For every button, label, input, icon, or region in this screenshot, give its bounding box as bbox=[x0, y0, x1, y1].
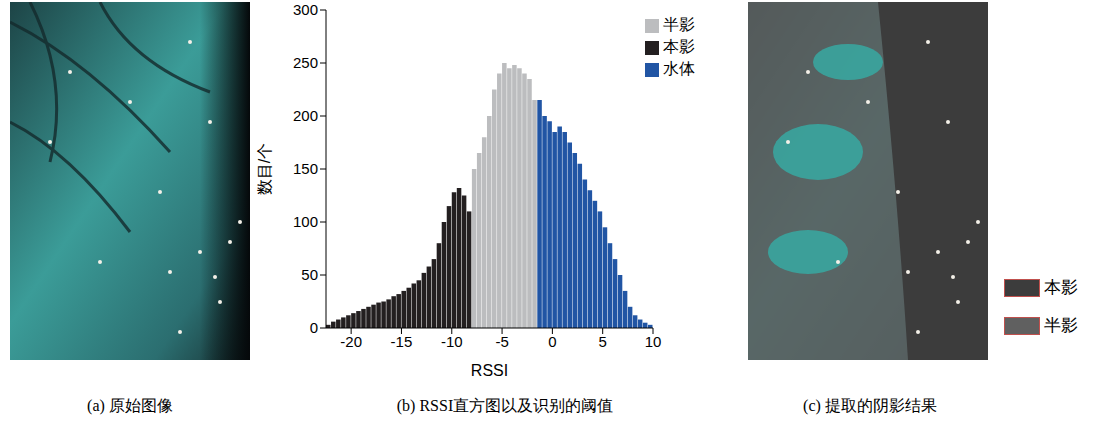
svg-text:-15: -15 bbox=[391, 333, 413, 350]
html-text:半影: 半影 bbox=[663, 16, 695, 33]
svg-text:-10: -10 bbox=[441, 333, 463, 350]
html-text:(b) RSSI直方图以及识别的阈值: (b) RSSI直方图以及识别的阈值 bbox=[396, 397, 614, 414]
svg-text:100: 100 bbox=[293, 213, 318, 230]
svg-text:数目/个: 数目/个 bbox=[256, 143, 273, 195]
svg-text:0: 0 bbox=[548, 333, 556, 350]
html-text:(a) 原始图像: (a) 原始图像 bbox=[87, 397, 173, 414]
svg-text:300: 300 bbox=[293, 2, 318, 18]
html-text:本影: 本影 bbox=[663, 38, 695, 55]
html-text:半影: 半影 bbox=[1044, 316, 1078, 335]
svg-text:-20: -20 bbox=[340, 333, 362, 350]
svg-text:RSSI: RSSI bbox=[471, 362, 508, 379]
svg-text:50: 50 bbox=[301, 266, 318, 283]
svg-text:200: 200 bbox=[293, 107, 318, 124]
html-text:水体: 水体 bbox=[663, 60, 695, 77]
svg-text:250: 250 bbox=[293, 54, 318, 71]
svg-text:150: 150 bbox=[293, 160, 318, 177]
svg-text:-5: -5 bbox=[495, 333, 508, 350]
svg-text:10: 10 bbox=[645, 333, 662, 350]
svg-text:5: 5 bbox=[599, 333, 607, 350]
svg-text:0: 0 bbox=[310, 319, 318, 336]
html-text:本影: 本影 bbox=[1044, 278, 1078, 297]
html-text:(c) 提取的阴影结果: (c) 提取的阴影结果 bbox=[803, 397, 937, 414]
